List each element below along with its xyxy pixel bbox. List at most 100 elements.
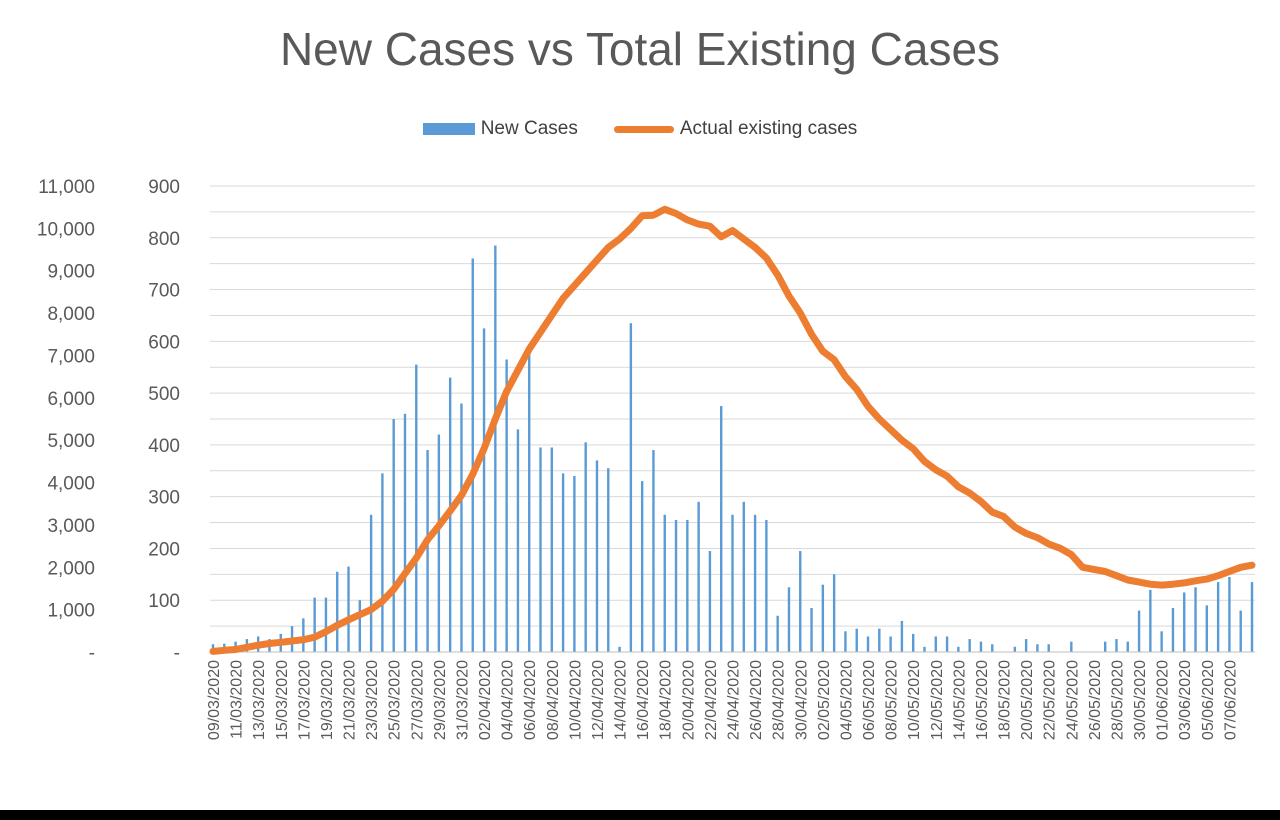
bar <box>720 406 723 652</box>
legend-item-existing-cases: Actual existing cases <box>613 118 857 140</box>
bar <box>652 450 655 652</box>
x-tick-label: 02/05/2020 <box>816 660 833 740</box>
x-tick-label: 20/04/2020 <box>680 660 697 740</box>
y-right-tick-label: 100 <box>148 591 180 612</box>
bar <box>369 514 373 652</box>
y-right-tick-label: 200 <box>148 539 180 560</box>
bar <box>674 519 678 652</box>
x-tick-label: 06/04/2020 <box>522 660 539 740</box>
bar <box>866 636 870 652</box>
y-left-tick-label: 5,000 <box>47 431 95 452</box>
x-tick-label: 24/04/2020 <box>726 660 743 740</box>
y-left-tick-label: 2,000 <box>47 558 95 579</box>
x-tick-label: 26/04/2020 <box>748 660 765 740</box>
x-tick-label: 04/04/2020 <box>500 660 517 740</box>
x-tick-label: 29/03/2020 <box>432 660 449 740</box>
bar <box>945 636 949 652</box>
bar <box>742 501 745 652</box>
x-tick-label: 01/06/2020 <box>1155 660 1172 740</box>
x-tick-label: 19/03/2020 <box>319 660 336 740</box>
bar <box>776 615 779 652</box>
bar <box>1137 610 1141 652</box>
bar <box>550 447 554 652</box>
x-tick-label: 03/06/2020 <box>1177 660 1194 740</box>
x-tick-label: 20/05/2020 <box>1019 660 1036 740</box>
bar <box>934 636 937 652</box>
bar <box>765 519 768 652</box>
x-tick-label: 06/05/2020 <box>861 660 878 740</box>
y-left-tick-label: 7,000 <box>47 346 95 367</box>
x-tick-label: 12/04/2020 <box>590 660 607 740</box>
bar <box>516 429 520 652</box>
y-right-tick-label: - <box>174 643 180 664</box>
y-left-tick-label: 3,000 <box>47 516 95 537</box>
bar <box>471 258 474 652</box>
bar <box>494 245 497 653</box>
y-right-tick-label: 700 <box>148 281 180 302</box>
bar <box>878 628 881 652</box>
x-tick-label: 24/05/2020 <box>1064 660 1081 740</box>
bar <box>607 468 610 652</box>
bar <box>957 646 960 652</box>
bar <box>313 597 316 652</box>
x-tick-label: 07/06/2020 <box>1222 660 1239 740</box>
bar <box>1228 576 1231 652</box>
x-tick-label: 16/04/2020 <box>635 660 652 740</box>
bar <box>979 641 983 652</box>
bar <box>1047 644 1050 652</box>
bar <box>1149 589 1152 652</box>
legend-item-new-cases: New Cases <box>422 118 578 140</box>
bar <box>1036 644 1039 652</box>
bar <box>708 551 712 652</box>
bar <box>640 481 644 652</box>
x-tick-label: 10/04/2020 <box>567 660 584 740</box>
bar <box>1194 587 1197 652</box>
y-right-tick-label: 800 <box>148 229 180 250</box>
bar <box>1171 607 1175 652</box>
bar <box>889 636 892 652</box>
x-tick-label: 28/05/2020 <box>1109 660 1126 740</box>
x-tick-label: 08/05/2020 <box>884 660 901 740</box>
bar <box>810 607 813 652</box>
x-tick-label: 17/03/2020 <box>296 660 313 740</box>
x-tick-label: 18/04/2020 <box>658 660 675 740</box>
x-tick-label: 28/04/2020 <box>771 660 788 740</box>
x-tick-label: 14/04/2020 <box>613 660 630 740</box>
bar <box>1115 639 1118 652</box>
y-right-tick-label: 300 <box>148 488 180 509</box>
x-tick-label: 02/04/2020 <box>477 660 494 740</box>
bar <box>787 587 791 652</box>
y-left-tick-label: - <box>89 643 95 664</box>
x-tick-label: 23/03/2020 <box>364 660 381 740</box>
y-right-tick-label: 900 <box>148 177 180 198</box>
bar <box>1239 610 1242 652</box>
x-tick-label: 30/05/2020 <box>1132 660 1149 740</box>
x-tick-label: 31/03/2020 <box>454 660 471 740</box>
bar <box>697 501 700 652</box>
bar <box>392 419 395 652</box>
bar <box>1070 641 1073 652</box>
x-tick-label: 08/04/2020 <box>545 660 562 740</box>
bar <box>968 639 971 652</box>
bar <box>584 442 587 652</box>
bar <box>1024 639 1028 652</box>
bar <box>1013 646 1017 652</box>
legend-swatch-line <box>613 125 674 133</box>
y-left-tick-label: 6,000 <box>47 389 95 410</box>
bar <box>426 450 429 652</box>
x-tick-label: 04/05/2020 <box>838 660 855 740</box>
bar <box>731 514 734 652</box>
bar <box>1205 605 1209 652</box>
y-left-tick-label: 4,000 <box>47 474 95 495</box>
x-tick-label: 14/05/2020 <box>951 660 968 740</box>
bar <box>1250 582 1254 652</box>
bottom-border <box>0 810 1280 820</box>
x-tick-label: 25/03/2020 <box>387 660 404 740</box>
y-left-tick-label: 9,000 <box>47 262 95 283</box>
bar <box>991 644 994 652</box>
bar <box>855 628 858 652</box>
bar <box>821 584 825 652</box>
bar <box>663 514 666 652</box>
x-tick-label: 22/05/2020 <box>1042 660 1059 740</box>
